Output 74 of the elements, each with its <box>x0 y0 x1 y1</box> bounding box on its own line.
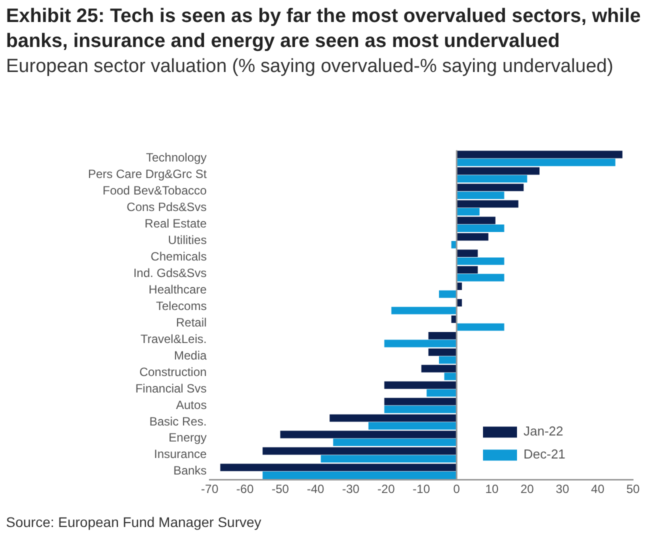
source-note: Source: European Fund Manager Survey <box>6 514 262 530</box>
bar <box>456 266 478 274</box>
bar <box>262 472 457 479</box>
bar <box>384 340 457 348</box>
y-tick-label: Media <box>174 348 208 362</box>
bar <box>456 192 504 200</box>
bar <box>330 414 457 422</box>
bar <box>456 150 622 158</box>
bar <box>384 381 457 389</box>
x-tick-label: 50 <box>626 482 640 496</box>
bar <box>456 250 478 258</box>
bar <box>320 455 457 463</box>
y-tick-label: Utilities <box>168 233 207 248</box>
x-tick-label: -70 <box>201 482 219 496</box>
x-tick-label: 0 <box>453 482 460 496</box>
y-tick-label: Food Bev&Tobacco <box>102 184 208 198</box>
bar <box>438 356 457 364</box>
bar <box>262 447 457 455</box>
x-tick-label: -40 <box>306 482 325 496</box>
y-tick-label: Real Estate <box>144 216 208 231</box>
bar <box>368 422 457 430</box>
y-tick-label: Retail <box>176 315 207 330</box>
bar <box>421 364 457 372</box>
chart-subtitle: European sector valuation (% saying overvalued-% saying undervalued) <box>6 56 614 78</box>
y-tick-label: Basic Res. <box>149 414 207 428</box>
bar <box>428 348 457 356</box>
x-tick-label: 30 <box>556 482 570 496</box>
bar <box>456 167 540 175</box>
x-tick-label: -20 <box>377 482 396 496</box>
bar <box>456 200 518 208</box>
x-tick-label: -60 <box>236 482 254 496</box>
bar <box>391 306 457 314</box>
y-tick-label: Ind. Gds&Svs <box>133 266 207 280</box>
bar <box>280 430 457 438</box>
bar <box>444 372 457 380</box>
bar <box>456 208 480 216</box>
x-tick-label: 20 <box>520 482 534 496</box>
bar <box>428 332 457 340</box>
y-tick-label: Telecoms <box>156 298 207 313</box>
bar <box>456 216 496 224</box>
x-tick-label: -30 <box>342 482 360 496</box>
bar <box>333 438 457 446</box>
bar <box>456 224 504 232</box>
x-tick-label: 40 <box>591 482 605 496</box>
y-tick-label: Insurance <box>154 447 208 462</box>
bar <box>220 464 457 472</box>
bar <box>456 184 524 192</box>
bar <box>456 274 504 282</box>
y-tick-label: Healthcare <box>148 282 208 297</box>
bar <box>456 158 616 166</box>
y-tick-label: Chemicals <box>150 250 207 264</box>
y-tick-label: Financial Svs <box>135 381 207 396</box>
bar <box>384 406 457 414</box>
y-tick-label: Travel&Leis. <box>140 332 207 346</box>
bar <box>426 389 457 397</box>
bar <box>438 290 457 298</box>
bar <box>456 257 504 265</box>
x-tick-label: -50 <box>272 482 290 496</box>
legend-label: Jan-22 <box>524 424 564 439</box>
x-tick-label: 10 <box>485 482 499 496</box>
bar <box>384 398 457 406</box>
y-tick-label: Technology <box>146 150 207 165</box>
y-tick-label: Energy <box>168 430 207 445</box>
bar <box>456 323 504 331</box>
chart-title: Exhibit 25: Tech is seen as by far the most overvalued sectors, while banks, insurance and energy are seen as most undervalued <box>6 4 642 54</box>
y-tick-label: Pers Care Drg&Grc St <box>88 167 208 182</box>
x-tick-label: -10 <box>412 482 430 496</box>
bar <box>456 175 528 183</box>
bar <box>456 233 488 241</box>
y-tick-label: Autos <box>176 398 207 412</box>
y-tick-label: Cons Pds&Svs <box>126 200 207 214</box>
legend-label: Dec-21 <box>524 446 566 462</box>
y-tick-label: Banks <box>173 464 207 478</box>
y-tick-label: Construction <box>139 364 207 379</box>
